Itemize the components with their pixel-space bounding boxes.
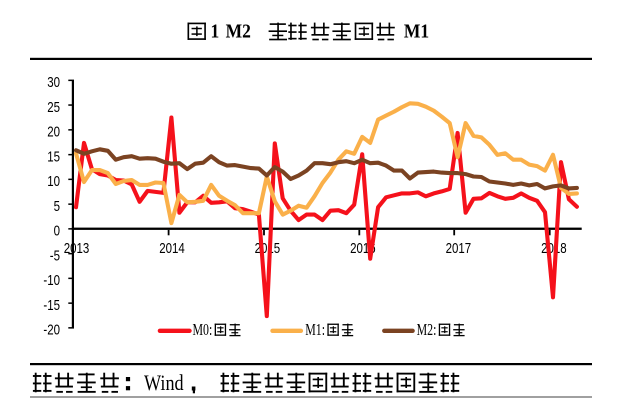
svg-text:5: 5 [54,197,60,214]
svg-text:1: 1 [211,20,220,42]
svg-text:10: 10 [47,173,60,190]
svg-text:2014: 2014 [159,239,185,256]
svg-text:20: 20 [47,123,60,140]
svg-text:-10: -10 [43,272,60,289]
svg-text:25: 25 [47,98,60,115]
svg-text:2017: 2017 [446,239,472,256]
svg-text:0: 0 [54,222,60,239]
svg-text:-5: -5 [50,247,60,264]
svg-text:M1:: M1: [305,321,325,339]
svg-text:30: 30 [47,74,60,91]
svg-text:M2: M2 [226,20,251,42]
svg-text:Wind: Wind [144,371,184,395]
svg-text:15: 15 [47,148,60,165]
svg-text:-20: -20 [43,321,60,338]
svg-text:2015: 2015 [255,239,281,256]
svg-text:M1: M1 [404,20,429,42]
svg-text:-15: -15 [43,296,60,313]
svg-text:M2:: M2: [417,321,437,339]
svg-text:2013: 2013 [64,239,90,256]
svg-text:M0:: M0: [193,321,213,339]
